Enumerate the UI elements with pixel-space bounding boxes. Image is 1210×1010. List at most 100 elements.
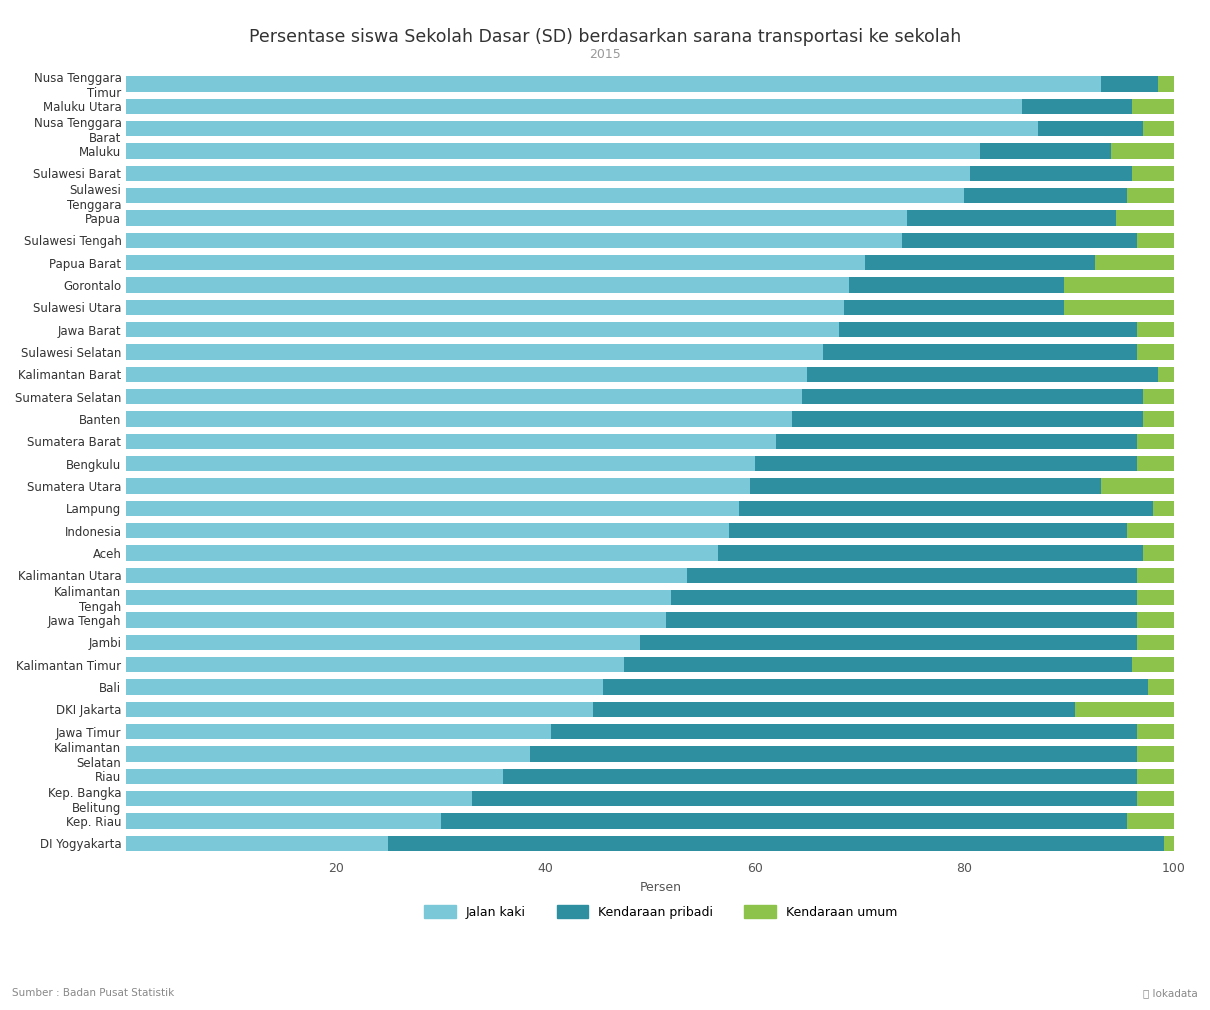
Legend: Jalan kaki, Kendaraan pribadi, Kendaraan umum: Jalan kaki, Kendaraan pribadi, Kendaraan… <box>419 899 903 925</box>
Bar <box>1137 568 1174 583</box>
Bar <box>1137 590 1174 605</box>
Bar <box>126 300 845 315</box>
Bar <box>1164 835 1174 850</box>
Bar <box>126 367 807 382</box>
Bar <box>845 300 1064 315</box>
Bar <box>126 143 980 159</box>
Bar <box>126 658 624 673</box>
Bar <box>593 702 1074 717</box>
Bar <box>823 344 1137 360</box>
Bar <box>530 746 1137 762</box>
Bar <box>126 232 901 247</box>
Bar <box>1158 77 1174 92</box>
Bar <box>1137 746 1174 762</box>
Bar <box>901 232 1137 247</box>
Bar <box>755 457 1137 472</box>
Bar <box>640 634 1137 649</box>
Bar <box>849 278 1064 293</box>
Bar <box>1133 658 1174 673</box>
Bar <box>126 479 750 494</box>
Bar <box>126 344 823 360</box>
Bar <box>1127 188 1174 203</box>
Bar <box>1064 300 1174 315</box>
Bar <box>551 724 1137 739</box>
Bar <box>1137 791 1174 806</box>
Bar <box>776 433 1137 448</box>
Bar <box>1127 813 1174 828</box>
Bar <box>126 322 839 337</box>
Bar <box>126 590 672 605</box>
Bar <box>1137 724 1174 739</box>
Bar <box>807 367 1158 382</box>
Bar <box>791 411 1142 426</box>
Bar <box>126 166 969 181</box>
Bar <box>1133 99 1174 114</box>
Text: Persentase siswa Sekolah Dasar (SD) berdasarkan sarana transportasi ke sekolah: Persentase siswa Sekolah Dasar (SD) berd… <box>249 28 961 46</box>
Bar <box>1137 457 1174 472</box>
Bar <box>969 166 1133 181</box>
Bar <box>1064 278 1174 293</box>
Bar <box>802 389 1142 404</box>
Bar <box>1137 612 1174 627</box>
Bar <box>1142 411 1174 426</box>
Bar <box>1137 322 1174 337</box>
Bar <box>1142 389 1174 404</box>
Bar <box>126 121 1038 136</box>
X-axis label: Persen: Persen <box>640 882 681 895</box>
Text: 2015: 2015 <box>589 48 621 62</box>
Bar <box>126 411 791 426</box>
Bar <box>1101 479 1174 494</box>
Bar <box>126 99 1022 114</box>
Bar <box>126 457 755 472</box>
Bar <box>1022 99 1133 114</box>
Bar <box>126 680 603 695</box>
Bar <box>126 501 739 516</box>
Bar <box>624 658 1133 673</box>
Bar <box>1095 255 1174 271</box>
Bar <box>388 835 1164 850</box>
Bar <box>1074 702 1174 717</box>
Bar <box>906 210 1117 225</box>
Bar <box>126 702 593 717</box>
Bar <box>126 255 865 271</box>
Bar <box>603 680 1148 695</box>
Bar <box>1153 501 1174 516</box>
Bar <box>1137 634 1174 649</box>
Text: 🔵 lokadata: 🔵 lokadata <box>1143 988 1198 998</box>
Bar <box>1158 367 1174 382</box>
Bar <box>126 769 503 784</box>
Bar <box>1142 545 1174 561</box>
Bar <box>126 523 728 538</box>
Bar <box>1142 121 1174 136</box>
Bar <box>472 791 1137 806</box>
Bar <box>126 433 776 448</box>
Text: Sumber : Badan Pusat Statistik: Sumber : Badan Pusat Statistik <box>12 988 174 998</box>
Bar <box>126 77 1101 92</box>
Bar <box>126 791 472 806</box>
Bar <box>687 568 1137 583</box>
Bar <box>126 210 906 225</box>
Bar <box>1038 121 1142 136</box>
Bar <box>126 813 440 828</box>
Bar <box>126 568 687 583</box>
Bar <box>980 143 1111 159</box>
Bar <box>865 255 1095 271</box>
Bar <box>728 523 1127 538</box>
Bar <box>126 724 551 739</box>
Bar <box>1137 433 1174 448</box>
Bar <box>1137 344 1174 360</box>
Bar <box>1137 232 1174 247</box>
Bar <box>672 590 1137 605</box>
Bar <box>440 813 1127 828</box>
Bar <box>126 746 530 762</box>
Bar <box>964 188 1127 203</box>
Bar <box>126 835 388 850</box>
Bar <box>739 501 1153 516</box>
Bar <box>126 612 666 627</box>
Bar <box>1148 680 1174 695</box>
Bar <box>1111 143 1174 159</box>
Bar <box>719 545 1142 561</box>
Bar <box>839 322 1137 337</box>
Bar <box>1101 77 1158 92</box>
Bar <box>126 545 719 561</box>
